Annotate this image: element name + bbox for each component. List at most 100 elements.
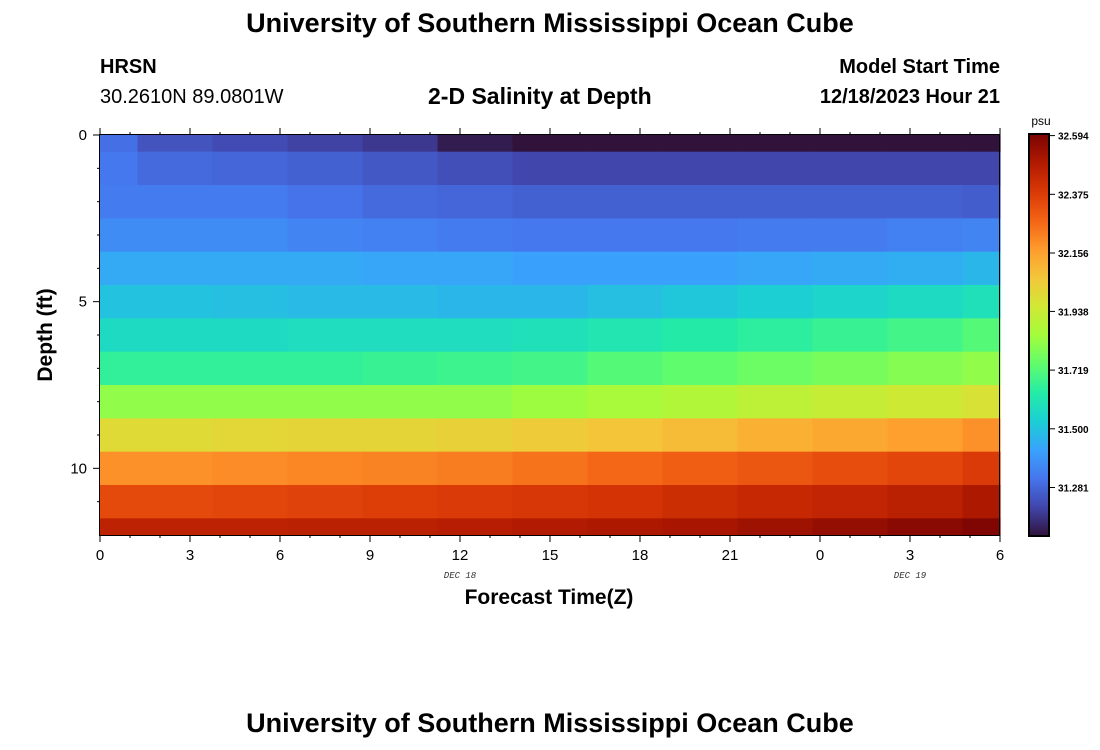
heat-cell xyxy=(887,135,964,153)
x-tick-label: 3 xyxy=(186,547,194,564)
heat-cell xyxy=(587,151,664,186)
heat-cell xyxy=(512,185,589,219)
heat-cell xyxy=(362,151,439,186)
heat-cell xyxy=(137,218,214,253)
heat-cell xyxy=(100,518,139,536)
heat-cell xyxy=(287,251,364,286)
x-tick-label: 21 xyxy=(722,547,739,564)
x-axis: 0 3 6 9 12 15 18 21 0 3 6 DEC 18 DEC 19 xyxy=(96,128,1004,581)
heat-cell xyxy=(512,485,589,519)
heat-cell xyxy=(287,385,364,419)
heat-cell xyxy=(587,285,664,319)
model-start-value: 12/18/2023 Hour 21 xyxy=(819,86,1000,108)
heat-cell xyxy=(887,151,964,186)
heat-cell xyxy=(962,285,1001,319)
heat-cell xyxy=(812,151,889,186)
heat-cell xyxy=(512,151,589,186)
colorbar-tick-label: 31.938 xyxy=(1058,307,1089,318)
heat-cell xyxy=(362,351,439,386)
heat-cell xyxy=(212,251,289,286)
heat-cell xyxy=(737,135,814,153)
heat-cell xyxy=(512,251,589,286)
heat-cell xyxy=(737,218,814,253)
heat-cell xyxy=(662,518,739,536)
heat-cell xyxy=(287,451,364,486)
heat-cell xyxy=(662,285,739,319)
date-label: DEC 19 xyxy=(894,571,927,581)
colorbar-tick-label: 32.156 xyxy=(1058,249,1089,260)
heat-cell xyxy=(362,218,439,253)
heat-cell xyxy=(737,185,814,219)
heat-cell xyxy=(962,135,1001,153)
x-tick-label: 3 xyxy=(906,547,914,564)
heat-cell xyxy=(100,285,139,319)
heat-cell xyxy=(512,218,589,253)
heat-cell xyxy=(100,385,139,419)
heat-cell xyxy=(362,251,439,286)
heat-cell xyxy=(137,518,214,536)
heat-cell xyxy=(512,135,589,153)
heat-cell xyxy=(212,218,289,253)
heat-cell xyxy=(437,218,514,253)
heat-cell xyxy=(137,351,214,386)
heat-cell xyxy=(100,418,139,453)
heat-cell xyxy=(812,251,889,286)
heat-cell xyxy=(812,185,889,219)
heat-cell xyxy=(100,451,139,486)
heat-cell xyxy=(887,485,964,519)
heat-cell xyxy=(100,485,139,519)
heat-cell xyxy=(100,251,139,286)
heat-cell xyxy=(587,485,664,519)
heat-cell xyxy=(512,285,589,319)
x-tick-label: 12 xyxy=(452,547,469,564)
heat-cell xyxy=(212,185,289,219)
heat-cell xyxy=(137,135,214,153)
heat-cell xyxy=(137,285,214,319)
heat-cell xyxy=(587,351,664,386)
colorbar-gradient xyxy=(1028,133,1050,537)
heat-cell xyxy=(437,135,514,153)
heat-cell xyxy=(812,485,889,519)
heat-cell xyxy=(887,185,964,219)
plot-title: 2-D Salinity at Depth xyxy=(428,83,652,109)
x-tick-label: 6 xyxy=(996,547,1004,564)
heat-cell xyxy=(137,151,214,186)
heat-cell xyxy=(887,351,964,386)
heat-cell xyxy=(512,518,589,536)
heat-cell xyxy=(662,485,739,519)
heat-cell xyxy=(962,218,1001,253)
heat-cell xyxy=(362,185,439,219)
heat-cell xyxy=(212,418,289,453)
heat-cell xyxy=(587,385,664,419)
heat-cell xyxy=(362,451,439,486)
heat-cell xyxy=(737,285,814,319)
heat-cell xyxy=(812,418,889,453)
heat-cell xyxy=(962,318,1001,353)
heat-cell xyxy=(137,485,214,519)
heat-cell xyxy=(662,218,739,253)
colorbar-tick-label: 31.719 xyxy=(1058,366,1089,377)
heat-cell xyxy=(887,385,964,419)
heat-cell xyxy=(137,418,214,453)
y-axis-label: Depth (ft) xyxy=(34,288,57,381)
x-tick-label: 6 xyxy=(276,547,284,564)
heatmap-cells xyxy=(100,135,1001,536)
heat-cell xyxy=(437,251,514,286)
heat-cell xyxy=(287,418,364,453)
heat-cell xyxy=(362,518,439,536)
heat-cell xyxy=(362,418,439,453)
heat-cell xyxy=(437,318,514,353)
station-coordinates: 30.2610N 89.0801W xyxy=(100,86,284,108)
colorbar-tick-label: 31.281 xyxy=(1058,483,1089,494)
heat-cell xyxy=(512,385,589,419)
heat-cell xyxy=(212,451,289,486)
heat-cell xyxy=(962,485,1001,519)
heat-cell xyxy=(962,185,1001,219)
heat-cell xyxy=(662,151,739,186)
heat-cell xyxy=(737,418,814,453)
colorbar-tick-label: 31.500 xyxy=(1058,425,1089,436)
heat-cell xyxy=(962,518,1001,536)
heat-cell xyxy=(812,135,889,153)
model-start-label: Model Start Time xyxy=(839,56,1000,78)
